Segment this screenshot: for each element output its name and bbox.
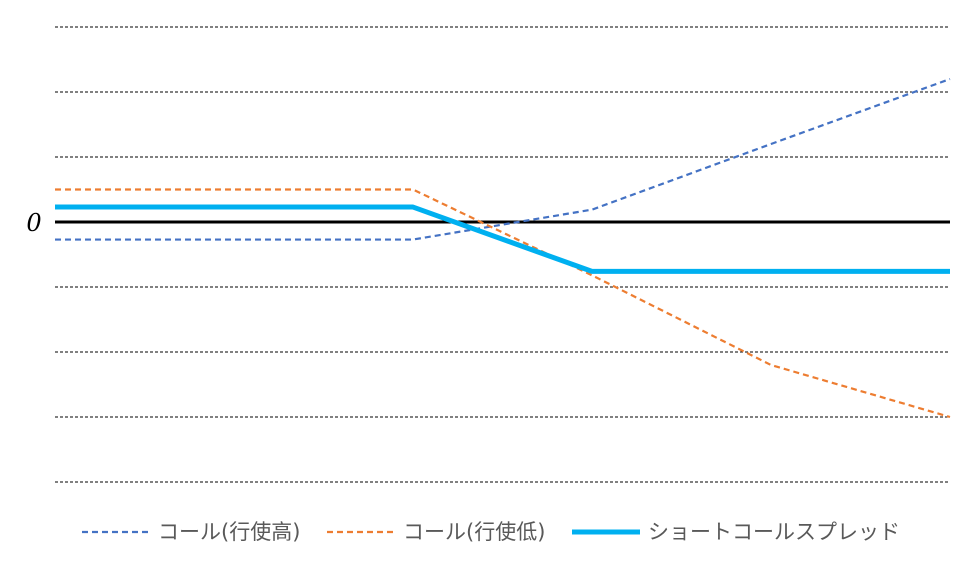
zero-axis-label: 0 — [26, 209, 41, 237]
legend-label: コール(行使低) — [403, 520, 545, 544]
series-line-2 — [55, 188, 951, 419]
legend-label: ショートコールスプレッド — [648, 520, 900, 544]
legend-item-1: コール(行使高) — [82, 520, 300, 544]
series-line-3 — [55, 204, 950, 274]
gridlines — [55, 26, 950, 483]
series-lines — [55, 77, 951, 419]
legend: コール(行使高) コール(行使低) ショートコールスプレッド — [82, 520, 900, 544]
legend-label: コール(行使高) — [158, 520, 300, 544]
legend-item-3: ショートコールスプレッド — [572, 520, 900, 544]
series-line-1 — [55, 77, 951, 241]
legend-item-2: コール(行使低) — [327, 520, 545, 544]
